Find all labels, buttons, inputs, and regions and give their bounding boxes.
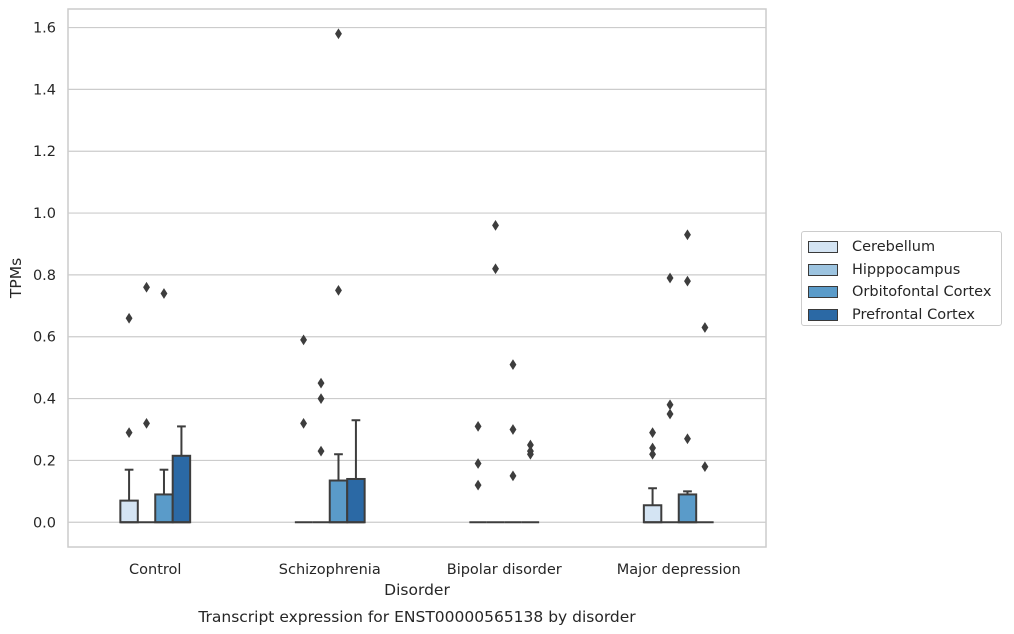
y-tick-label: 0.6	[33, 330, 56, 346]
outlier-point	[300, 334, 308, 346]
box-body	[328, 479, 349, 524]
legend-label: Hipppocampus	[852, 261, 961, 278]
box	[119, 468, 139, 524]
outlier-point	[335, 28, 342, 40]
outlier-point	[335, 284, 342, 296]
x-tick-label: Schizophrenia	[279, 562, 381, 578]
outlier-point	[649, 427, 657, 438]
outlier-point	[701, 322, 709, 333]
x-axis-ticks: Control Schizophrenia Bipolar disorder Majo…	[129, 562, 741, 578]
x-tick-label: Control	[129, 562, 181, 578]
x-tick-label: Major depression	[617, 562, 741, 578]
grid-lines	[68, 26, 766, 523]
chart-title: Transcript expression for ENST0000056513…	[197, 608, 636, 626]
legend-label: Cerebellum	[852, 239, 936, 256]
legend-swatch	[808, 241, 838, 254]
box-body	[677, 493, 698, 524]
box	[677, 490, 698, 524]
outlier-point	[684, 275, 691, 287]
legend-label: Orbitofontal Cortex	[852, 284, 992, 301]
outlier-point	[317, 393, 325, 404]
outlier-point	[317, 445, 325, 457]
y-tick-label: 0.8	[33, 268, 56, 284]
box-body	[642, 504, 663, 524]
box-body	[171, 454, 192, 524]
y-tick-label: 0.4	[33, 392, 56, 408]
y-tick-label: 1.4	[33, 82, 56, 98]
box	[171, 425, 192, 524]
outlier-point	[125, 312, 133, 324]
x-tick-label: Bipolar disorder	[447, 562, 562, 578]
legend: Cerebellum Hipppocampus Orbitofontal Corte…	[801, 231, 1002, 326]
y-tick-label: 1.2	[33, 144, 56, 160]
outlier-point	[666, 399, 674, 411]
outlier-point	[300, 417, 308, 429]
legend-item: Cerebellum	[808, 236, 1001, 259]
outlier-point	[684, 433, 691, 445]
y-axis-label: TPMs	[7, 258, 25, 299]
legend-item: Prefrontal Cortex	[808, 304, 1001, 327]
outlier-point	[492, 263, 499, 275]
box	[154, 468, 174, 524]
outlier-point	[526, 448, 534, 460]
outlier-point	[666, 272, 674, 284]
outlier-point	[649, 448, 657, 460]
outlier-point	[509, 424, 517, 435]
legend-item: Hipppocampus	[808, 259, 1001, 282]
outlier-point	[474, 479, 482, 491]
outlier-point	[143, 281, 150, 293]
outlier-point	[526, 439, 534, 451]
y-tick-label: 0.2	[33, 453, 56, 469]
outlier-point	[666, 408, 674, 420]
outlier-point	[509, 359, 517, 370]
y-axis-ticks: 0.0 0.2 0.4 0.6 0.8 1.0 1.2 1.4 1.6	[33, 21, 56, 532]
box-body	[346, 477, 366, 524]
outlier-point	[492, 220, 499, 231]
outlier-point	[317, 377, 325, 389]
legend-swatch	[808, 263, 838, 276]
legend-item: Orbitofontal Cortex	[808, 281, 1001, 304]
outlier-point	[474, 421, 482, 432]
box	[346, 419, 366, 524]
outlier-point	[684, 229, 691, 241]
y-tick-label: 1.0	[33, 206, 56, 222]
outlier-point	[474, 458, 482, 469]
outlier-point	[701, 461, 709, 472]
outliers	[125, 28, 709, 491]
legend-swatch	[808, 308, 838, 321]
box-body	[119, 499, 139, 524]
boxes	[119, 419, 714, 524]
outlier-point	[509, 470, 517, 482]
outlier-point	[160, 288, 168, 299]
outlier-point	[649, 442, 657, 454]
box	[642, 487, 663, 524]
outlier-point	[125, 427, 133, 438]
y-tick-label: 1.6	[33, 21, 56, 37]
box-body	[154, 493, 174, 524]
box	[328, 453, 349, 524]
x-axis-label: Disorder	[384, 581, 450, 599]
plot-frame	[67, 8, 767, 548]
legend-label: Prefrontal Cortex	[852, 306, 975, 323]
y-tick-label: 0.0	[33, 515, 56, 531]
legend-swatch	[808, 286, 838, 299]
outlier-point	[143, 417, 150, 429]
